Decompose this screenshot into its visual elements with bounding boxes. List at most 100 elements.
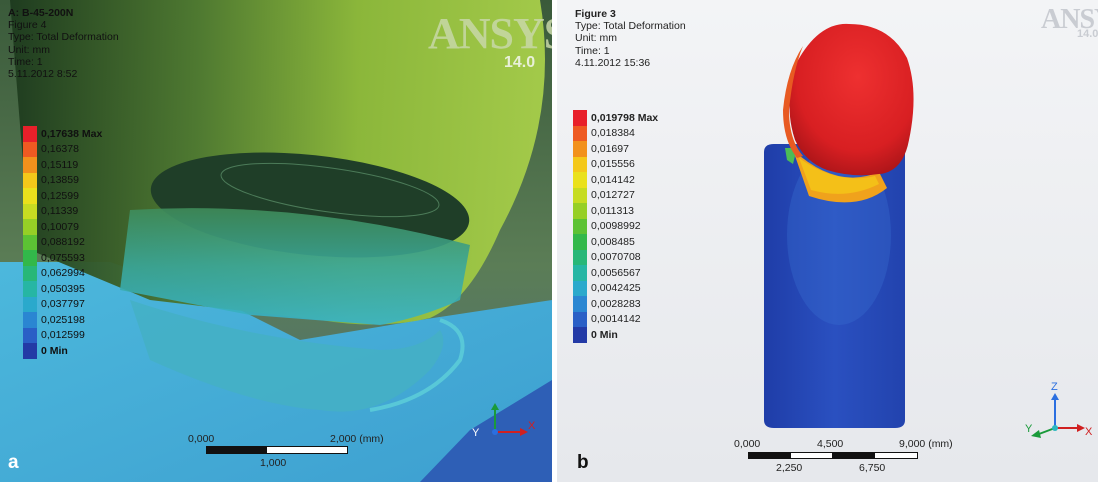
legend-value: 0,0056567 — [591, 266, 641, 279]
legend-value: 0,0070708 — [591, 251, 641, 264]
legend-row: 0 Min — [573, 327, 658, 343]
scale-a-seg-white — [266, 446, 348, 454]
panel-a-viewport[interactable]: A: B-45-200N Figure 4 Type: Total Deform… — [0, 0, 552, 482]
panel-b-info-block: Figure 3 Type: Total Deformation Unit: m… — [575, 8, 686, 69]
legend-swatch — [573, 110, 587, 126]
panel-a-type: Type: Total Deformation — [8, 31, 119, 44]
legend-value: 0,012727 — [591, 189, 635, 202]
legend-swatch — [23, 343, 37, 359]
legend-swatch — [23, 157, 37, 173]
legend-swatch — [573, 156, 587, 172]
legend-swatch — [23, 234, 37, 250]
legend-row: 0,075593 — [23, 250, 102, 266]
legend-swatch — [573, 311, 587, 327]
legend-row: 0,050395 — [23, 281, 102, 297]
legend-value: 0,019798 Max — [591, 111, 659, 124]
legend-value: 0,15119 — [41, 158, 79, 171]
triad-a-y: Y — [472, 427, 480, 439]
legend-value: 0 Min — [591, 328, 618, 341]
panel-a-legend: 0,17638 Max 0,16378 0,15119 0,13859 0,12599 0… — [23, 126, 102, 359]
legend-value: 0,050395 — [41, 282, 85, 295]
legend-row: 0,0042425 — [573, 280, 658, 296]
legend-value: 0,014142 — [591, 173, 635, 186]
legend-value: 0,062994 — [41, 267, 85, 280]
legend-swatch — [573, 265, 587, 281]
panel-a-date: 5.11.2012 8:52 — [8, 68, 78, 81]
scale-a-end: 2,000 (mm) — [330, 433, 384, 445]
legend-swatch — [573, 249, 587, 265]
scale-b-b1: 2,250 — [776, 462, 803, 474]
legend-row: 0,012599 — [23, 327, 102, 343]
legend-swatch — [23, 296, 37, 312]
legend-value: 0,0042425 — [591, 282, 641, 295]
legend-swatch — [23, 203, 37, 219]
panel-a-figure: Figure 4 — [8, 19, 47, 32]
legend-value: 0,01697 — [591, 142, 629, 155]
legend-row: 0,0070708 — [573, 249, 658, 265]
scale-b-b2: 6,750 — [859, 462, 886, 474]
legend-value: 0 Min — [41, 344, 68, 357]
panel-b-time: Time: 1 — [575, 44, 610, 57]
legend-row: 0,17638 Max — [23, 126, 102, 142]
panel-b-date: 4.11.2012 15:36 — [575, 56, 651, 69]
scale-b-seg4 — [874, 452, 918, 459]
legend-swatch — [23, 219, 37, 235]
legend-value: 0,037797 — [41, 298, 85, 311]
legend-value: 0,0028283 — [591, 297, 641, 310]
legend-value: 0,17638 Max — [41, 127, 103, 140]
legend-value: 0,025198 — [41, 313, 85, 326]
legend-swatch — [573, 234, 587, 250]
panel-a-version: 14.0 — [504, 54, 536, 71]
triad-b-y: Y — [1025, 423, 1033, 435]
panel-b-ansys-logo: ANSYS — [1041, 4, 1098, 35]
legend-row: 0,01697 — [573, 141, 658, 157]
scale-b-t1: 4,500 — [817, 438, 844, 450]
panel-b-axis-triad[interactable]: Z Y X — [1025, 378, 1095, 448]
legend-value: 0,10079 — [41, 220, 79, 233]
legend-row: 0,15119 — [23, 157, 102, 173]
legend-row: 0 Min — [23, 343, 102, 359]
legend-value: 0,015556 — [591, 158, 635, 171]
legend-row: 0,0056567 — [573, 265, 658, 281]
legend-value: 0,008485 — [591, 235, 635, 248]
legend-swatch — [23, 265, 37, 281]
legend-row: 0,018384 — [573, 125, 658, 141]
legend-swatch — [23, 312, 37, 328]
panel-b-unit: Unit: mm — [575, 32, 617, 45]
legend-swatch — [573, 125, 587, 141]
legend-swatch — [23, 141, 37, 157]
panel-b-viewport[interactable]: Figure 3 Type: Total Deformation Unit: m… — [557, 0, 1098, 482]
legend-value: 0,16378 — [41, 143, 79, 156]
legend-row: 0,16378 — [23, 141, 102, 157]
legend-swatch — [573, 203, 587, 219]
legend-value: 0,11339 — [41, 205, 79, 218]
legend-row: 0,11339 — [23, 203, 102, 219]
triad-b-x: X — [1085, 426, 1093, 438]
legend-swatch — [23, 188, 37, 204]
legend-row: 0,12599 — [23, 188, 102, 204]
legend-row: 0,10079 — [23, 219, 102, 235]
legend-row: 0,062994 — [23, 265, 102, 281]
legend-row: 0,037797 — [23, 296, 102, 312]
scale-b-seg2 — [790, 452, 834, 459]
legend-value: 0,075593 — [41, 251, 85, 264]
legend-row: 0,0098992 — [573, 218, 658, 234]
legend-value: 0,088192 — [41, 236, 85, 249]
legend-row: 0,0014142 — [573, 311, 658, 327]
panel-b-model-view[interactable] — [557, 0, 1098, 482]
legend-swatch — [573, 280, 587, 296]
scale-a-start: 0,000 — [188, 433, 215, 445]
scale-b-seg1 — [748, 452, 792, 459]
legend-swatch — [573, 327, 587, 343]
legend-row: 0,015556 — [573, 156, 658, 172]
scale-a-mid: 1,000 — [260, 457, 287, 469]
legend-row: 0,014142 — [573, 172, 658, 188]
panel-a-axis-triad[interactable]: Y X — [470, 400, 540, 450]
legend-value: 0,13859 — [41, 174, 79, 187]
legend-row: 0,019798 Max — [573, 110, 658, 126]
panel-b-figure: Figure 3 — [575, 8, 616, 20]
panel-b-legend: 0,019798 Max 0,018384 0,01697 0,015556 0,014… — [573, 110, 658, 343]
legend-row: 0,088192 — [23, 234, 102, 250]
legend-row: 0,13859 — [23, 172, 102, 188]
panel-a-model-view[interactable] — [0, 0, 552, 482]
